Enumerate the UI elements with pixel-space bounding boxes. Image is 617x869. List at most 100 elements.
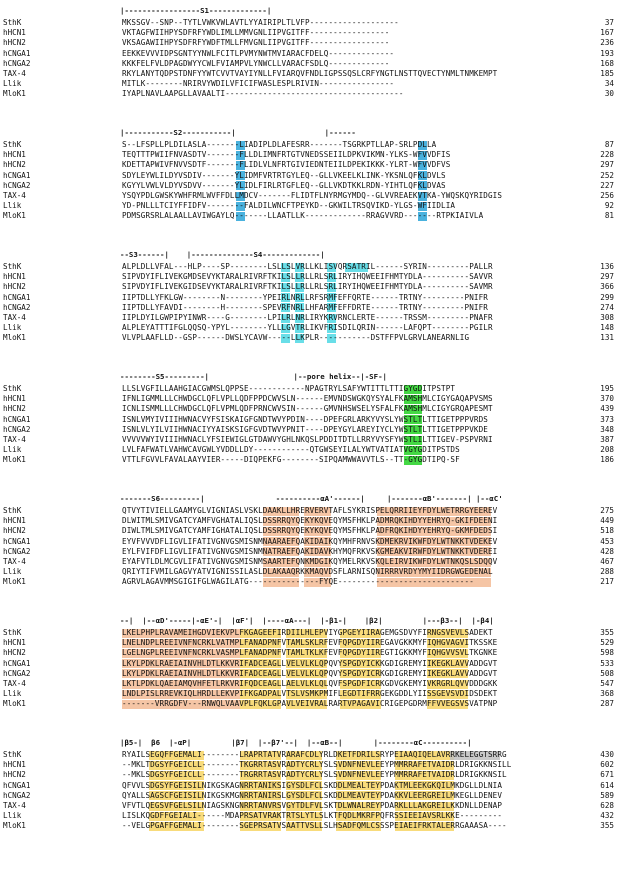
residue-highlight	[417, 201, 427, 211]
sequence-residues: ALPLEYATTTIFGLQQSQ-YPYL--------YLLLGVTRL…	[122, 323, 493, 333]
residue-highlight	[304, 547, 332, 557]
residue-number: 217	[600, 577, 614, 587]
residue-highlight	[340, 689, 382, 699]
residue-number: 167	[600, 28, 614, 38]
residue-highlight	[240, 689, 282, 699]
sequence-name: hHCN1	[3, 638, 26, 648]
residue-highlight	[426, 638, 468, 648]
residue-highlight	[326, 313, 336, 323]
alignment-block: |-----------------S1-------------| SthK MK…	[0, 6, 617, 104]
alignment-row: hCNGA2 IIPTDLLYFAVDI--------H--------SPEV…	[0, 303, 617, 313]
alignment-row: hHCN1 IFNLIGMMLLLCHWDGCLQFLVPLLQDFPPDCWVS…	[0, 394, 617, 404]
sequence-residues: VKSAGAWIIHPYSDFRFYWDFTMLLFMVGNLIIPVGITFF…	[122, 38, 390, 48]
residue-highlight	[454, 567, 491, 577]
residue-highlight	[417, 191, 427, 201]
residue-highlight	[240, 791, 282, 801]
alignment-row: TAX-4 VVVVVWYIVIIIHWNACLYFSIEWIGLGTDAWVYG…	[0, 435, 617, 445]
sequence-residues: LGELNGPLREEIVNFNCRKLVASMPLFANADPNFVTAMLT…	[122, 648, 498, 658]
residue-highlight	[149, 750, 204, 760]
residue-highlight	[285, 811, 323, 821]
residue-number: 589	[600, 790, 614, 800]
alignment-row: Llik YD-PNLLLTCIYFFIDFV--------FALDILWNCF…	[0, 201, 617, 211]
residue-number: 449	[600, 516, 614, 526]
residue-highlight	[304, 577, 332, 587]
sequence-residues: IIPTDLLYFKLGW--------N--------YPEIRLNRLL…	[122, 292, 488, 302]
sequence-name: Llik	[3, 445, 22, 455]
residue-number: 30	[604, 89, 614, 99]
sequence-name: TAX-4	[3, 801, 26, 810]
residue-number: 428	[600, 546, 614, 556]
residue-highlight	[285, 659, 327, 669]
alignment-row: TAX-4 VFVTLQEGSVFGELSILNIAGSKNGNRRTANVRSV…	[0, 801, 617, 811]
residue-highlight	[285, 770, 323, 780]
residue-highlight	[281, 282, 291, 292]
residue-highlight	[122, 638, 241, 648]
residue-number: 227	[600, 180, 614, 190]
sequence-name: Llik	[3, 79, 22, 89]
sequence-residues: IIPLDYILGWPIPYINWR----G--------LPILRLNRL…	[122, 313, 493, 322]
sequence-residues: MKSSGV--SNP--TYTLVWKVWLAVTLYYAIRIPLTLVFP…	[122, 18, 399, 27]
residue-highlight	[340, 669, 382, 679]
sequence-name: TAX-4	[3, 679, 26, 688]
sequence-name: hHCN2	[3, 526, 26, 536]
sequence-residues: ISNLVMYIVIIIHWNACVYFSISKAIGFGNDTWVYPDIN-…	[122, 414, 488, 424]
sequence-residues: VTTLFGVVLFAVALAAYVIER-----DIQPEKFG------…	[122, 455, 460, 465]
residue-highlight	[263, 567, 300, 577]
residue-highlight	[340, 628, 382, 638]
residue-number: 547	[600, 679, 614, 688]
residue-highlight	[294, 272, 304, 282]
sequence-residues: --MKLSDGSYFGEICLL--------TRGRRTASVRADTYC…	[122, 770, 507, 780]
alignment-row: Llik QRIYTIFVMILGAGVYATVIGNISSILASLDLAKAA…	[0, 567, 617, 577]
alignment-row: MloK1 VLVPLAAFLLD--GSP------DWSLYCAVW----…	[0, 333, 617, 343]
sequence-residues: EYLFVIFDFLIGVLIFATIVGNVGSMISNMNATRAEFQAK…	[122, 546, 498, 556]
residue-highlight	[240, 811, 282, 821]
sequence-residues: TEQTTTPWIIFNVASDTV-------FLLDLIMNFRTGTVN…	[122, 150, 451, 160]
sequence-residues: YSQYPDLGWSKYWHFRMLWVFFDLLMDCV-------FLID…	[122, 191, 503, 200]
residue-highlight	[426, 689, 468, 699]
alignment-row: hCNGA1 EYVFVVVDFLIGVLIFATIVGNVGSMISNMNAAR…	[0, 537, 617, 547]
residue-highlight	[304, 516, 332, 526]
sequence-residues: QFVVLSDGSYFGEISILNIKGSKAGNRRTANIKSIGYSDL…	[122, 780, 503, 790]
residue-number: 373	[600, 414, 614, 424]
sequence-residues: EYAFVTLDLMCGVLIFATIVGNVGSMISNMSAARTEFQNK…	[122, 557, 498, 566]
residue-highlight	[285, 638, 327, 648]
residue-highlight	[263, 577, 300, 587]
sequence-name: hHCN2	[3, 160, 26, 170]
residue-highlight	[240, 699, 282, 709]
sequence-name: hCNGA1	[3, 292, 31, 302]
secondary-structure-header: --| |--αD'-----|-αE'-| |αF'| |----αA---|…	[120, 616, 494, 625]
residue-highlight	[285, 801, 323, 811]
alignment-row: hHCN2 SIPVDYIFLIVEKGIDSEVYKTARALRIVRFTKIL…	[0, 282, 617, 292]
alignment-row: hHCN1 --MKLTDGSYFGEICLL--------TKGRRTASVR…	[0, 760, 617, 770]
residue-highlight	[426, 669, 468, 679]
sequence-name: Llik	[3, 567, 22, 577]
residue-number: 355	[600, 821, 614, 831]
residue-highlight	[122, 659, 241, 669]
residue-highlight	[240, 669, 282, 679]
secondary-structure-header: -------S6---------| ----------αA'------|…	[120, 494, 503, 503]
residue-highlight	[235, 171, 245, 181]
residue-highlight	[235, 150, 245, 160]
alignment-row: hCNGA1 IIPTDLLYFKLGW--------N--------YPEI…	[0, 293, 617, 303]
sequence-name: MloK1	[3, 211, 26, 221]
sequence-name: SthK	[3, 262, 22, 271]
residue-highlight	[240, 821, 282, 831]
sequence-residues: KKKFELFVLDPAGDWYYCWLFVIAMPVLYNWCLLVARACF…	[122, 58, 390, 68]
residue-highlight	[149, 781, 204, 791]
sequence-name: MloK1	[3, 821, 26, 831]
sequence-residues: AGRVLAGAVMMSGIGIFGLWAGILATG-------------…	[122, 577, 474, 587]
sequence-name: Llik	[3, 201, 22, 211]
sequence-name: SthK	[3, 18, 22, 27]
sequence-residues: LNDLPISLRREVKIQLHRDLLEKVPIFKGADPALVTSLVS…	[122, 689, 498, 699]
sequence-name: hHCN2	[3, 282, 26, 292]
residue-highlight	[335, 791, 382, 801]
residue-highlight	[395, 750, 455, 760]
residue-highlight	[449, 750, 500, 760]
residue-highlight	[340, 648, 382, 658]
sequence-residues: VKTAGFWIIHPYSDFRFYWDLIMLLMMVGNLIIPVGITFF…	[122, 28, 390, 38]
residue-highlight	[285, 781, 323, 791]
alignment-row: Llik LISLKQGDFFGEIALI------MDAPRSATVRAKTR…	[0, 811, 617, 821]
residue-number: 195	[600, 384, 614, 393]
sequence-residues: LNELNDPLREEIVNFNCRKLVATMPLFANADPNFVTAMLS…	[122, 638, 498, 648]
residue-number: 228	[600, 150, 614, 160]
